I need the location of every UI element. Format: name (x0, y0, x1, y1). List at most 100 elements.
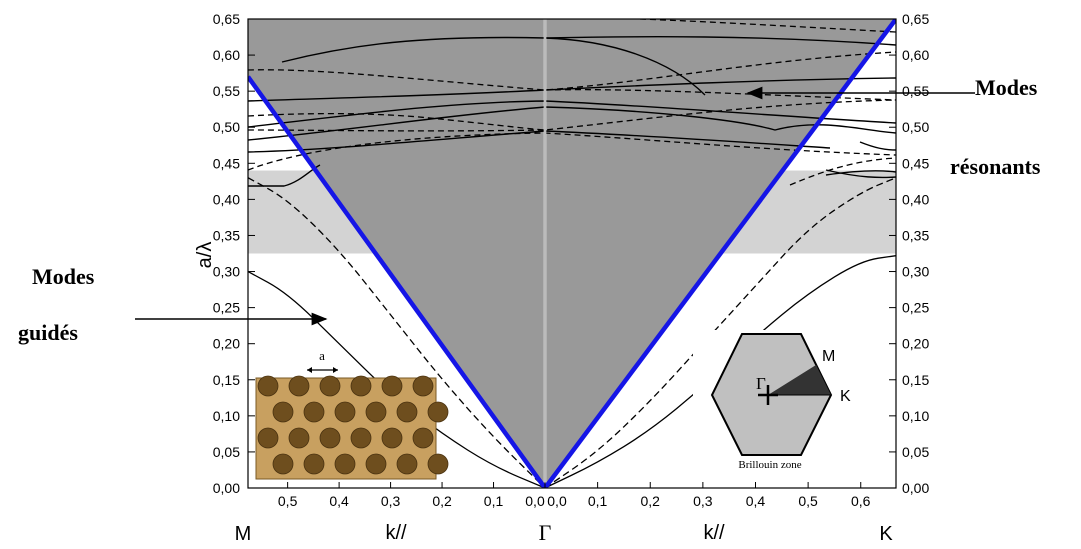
x-tick-label-right: 0,2 (641, 493, 661, 509)
lattice-hole (350, 427, 372, 449)
lattice-hole (272, 453, 294, 475)
resonant-mode-curve (825, 169, 896, 179)
lattice-hole (365, 401, 387, 423)
y-tick-label-right: 0,30 (902, 264, 929, 280)
lattice-hole (288, 427, 310, 449)
light-line (248, 19, 896, 488)
resonant-mode-curve (248, 106, 896, 141)
lattice-hole (334, 401, 356, 423)
y-tick-label-left: 0,55 (213, 83, 240, 99)
lattice-hole (427, 453, 449, 475)
x-tick-label-left: 0,1 (484, 493, 504, 509)
x-axis-label-right: k// (703, 522, 725, 544)
y-axis-label: a/λ (194, 242, 216, 269)
lattice-hole (365, 453, 387, 475)
y-tick-label-right: 0,35 (902, 227, 929, 243)
lattice-hole (257, 375, 279, 397)
y-tick-label-left: 0,30 (213, 264, 240, 280)
y-tick-label-left: 0,25 (213, 300, 240, 316)
lattice-hole (396, 401, 418, 423)
x-tick-label-right: 0,6 (851, 493, 871, 509)
x-axis: 0,5 0,4 0,3 0,2 0,1 0,0 0,0 0,1 0,2 0,3 0,4 0,5 0,6 (278, 482, 871, 509)
x-tick-label-left: 0,3 (381, 493, 401, 509)
crystal-lattice-inset: a (255, 348, 449, 480)
irreducible-zone (768, 365, 831, 395)
lattice-hole (257, 427, 279, 449)
resonant-mode-curve (825, 170, 896, 176)
x-axis-label-left: k// (385, 522, 407, 544)
lattice-hole (272, 401, 294, 423)
lattice-hole (319, 427, 341, 449)
y-tick-label-left: 0,20 (213, 336, 240, 352)
bz-gamma-label: Γ (756, 374, 766, 393)
point-label-gamma: Γ (539, 520, 552, 545)
y-tick-label-right: 0,00 (902, 480, 929, 496)
y-tick-label-left: 0,45 (213, 155, 240, 171)
lattice-hole (396, 453, 418, 475)
lattice-hole (381, 427, 403, 449)
y-tick-label-left: 0,35 (213, 227, 240, 243)
y-tick-label-right: 0,55 (902, 83, 929, 99)
resonant-mode-curve (248, 99, 896, 131)
resonant-mode-curve (248, 164, 321, 187)
annotation-resonant-line2: résonants (950, 154, 1041, 179)
x-tick-label-right: 0,0 (547, 493, 567, 509)
x-tick-label-left: 0,2 (432, 493, 452, 509)
brillouin-caption: Brillouin zone (738, 459, 801, 471)
y-tick-label-right: 0,65 (902, 11, 929, 27)
x-tick-label-left: 0,0 (525, 493, 545, 509)
x-tick-label-right: 0,1 (588, 493, 608, 509)
y-tick-label-left: 0,00 (213, 480, 240, 496)
x-tick-label-left: 0,4 (329, 493, 349, 509)
annotation-arrows (135, 86, 975, 326)
y-tick-label-right: 0,25 (902, 300, 929, 316)
lattice-hole (303, 401, 325, 423)
lattice-hole (427, 401, 449, 423)
resonant-mode-curve (639, 19, 896, 33)
x-tick-label-right: 0,5 (798, 493, 818, 509)
y-tick-label-left: 0,40 (213, 191, 240, 207)
y-tick-label-right: 0,10 (902, 408, 929, 424)
y-tick-label-right: 0,20 (902, 336, 929, 352)
band-curve-dashed-right (544, 177, 896, 488)
y-tick-label-right: 0,45 (902, 155, 929, 171)
x-tick-label-right: 0,3 (693, 493, 713, 509)
band-curve-dashed-left (248, 177, 546, 488)
y-tick-label-left: 0,50 (213, 119, 240, 135)
x-tick-label-right: 0,4 (746, 493, 766, 509)
annotation-resonant-line1: Modes (975, 75, 1038, 100)
resonant-mode-curve (544, 89, 896, 101)
y-tick-label-right: 0,40 (902, 191, 929, 207)
y-axis-left: 0,00 0,05 0,10 0,15 0,20 0,25 0,30 0,35 0,40 0,45… (213, 11, 255, 496)
lattice-hole (303, 453, 325, 475)
y-tick-label-left: 0,60 (213, 47, 240, 63)
y-tick-label-left: 0,65 (213, 11, 240, 27)
y-tick-label-right: 0,60 (902, 47, 929, 63)
lattice-hole (288, 375, 310, 397)
annotation-guided-line2: guidés (18, 320, 78, 345)
bz-m-label: M (822, 348, 835, 365)
bz-k-label: K (840, 388, 851, 405)
x-tick-label-left: 0,5 (278, 493, 298, 509)
y-tick-label-right: 0,50 (902, 119, 929, 135)
y-tick-label-right: 0,05 (902, 444, 929, 460)
lattice-hole (350, 375, 372, 397)
light-cone-region (248, 19, 896, 488)
y-axis-right: 0,00 0,05 0,10 0,15 0,20 0,25 0,30 0,35 0,40 0,45… (889, 11, 929, 496)
point-label-m: M (235, 523, 252, 545)
y-tick-label-left: 0,15 (213, 372, 240, 388)
lattice-hole (319, 375, 341, 397)
point-label-k: K (879, 523, 893, 545)
lattice-hole (334, 453, 356, 475)
y-tick-label-left: 0,10 (213, 408, 240, 424)
y-tick-label-left: 0,05 (213, 444, 240, 460)
resonant-mode-curve (859, 141, 896, 151)
brillouin-zone-inset: Γ M K Brillouin zone (693, 330, 851, 478)
lattice-hole (381, 375, 403, 397)
y-tick-label-right: 0,15 (902, 372, 929, 388)
annotation-guided-line1: Modes (32, 264, 95, 289)
lattice-hole (412, 375, 434, 397)
resonant-mode-curve (544, 37, 706, 96)
lattice-constant-label: a (319, 348, 325, 363)
